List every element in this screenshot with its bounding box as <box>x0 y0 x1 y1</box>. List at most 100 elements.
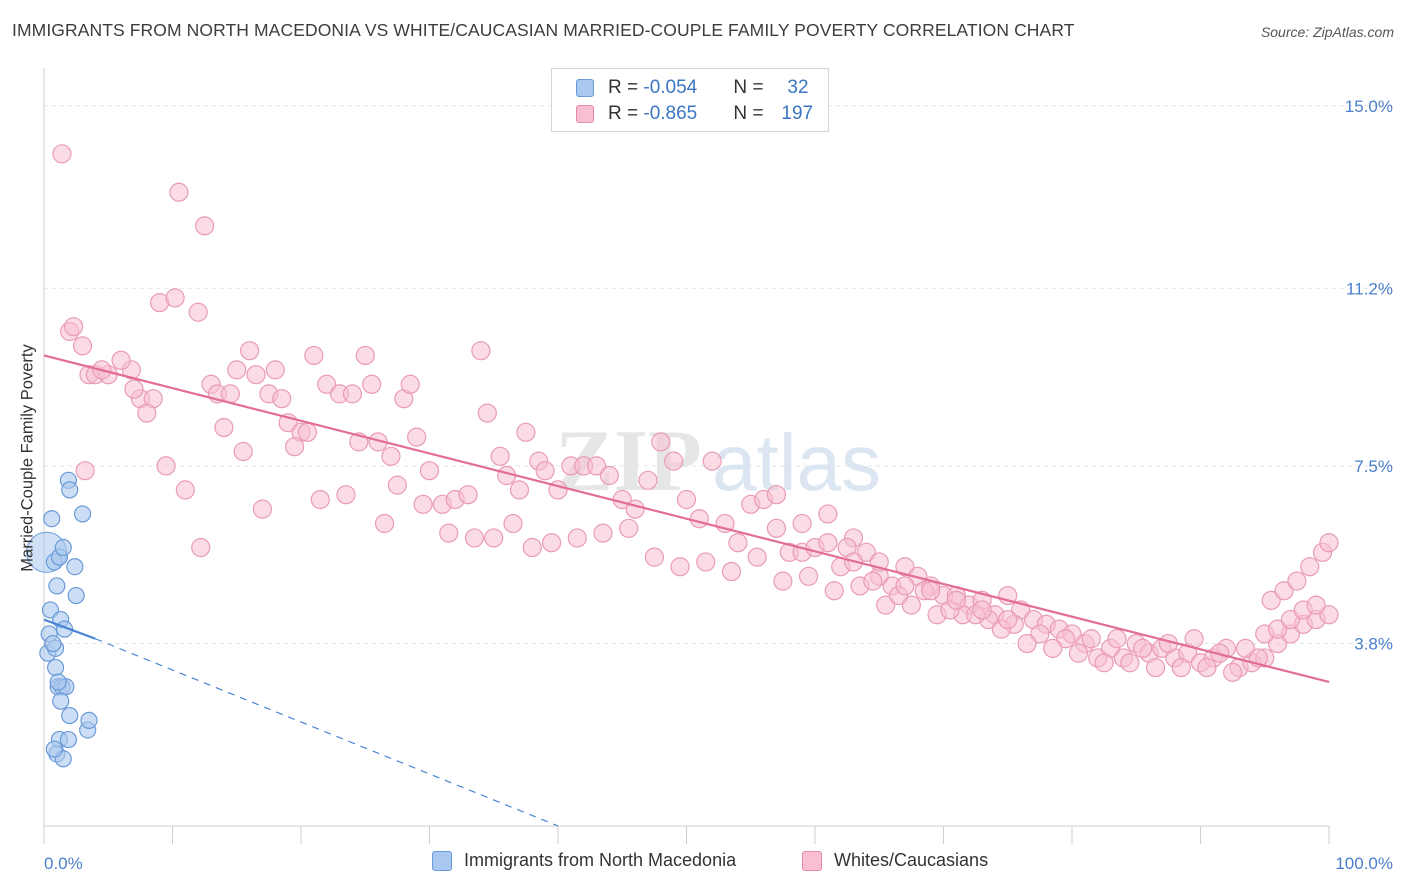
data-point-whites <box>1068 643 1089 663</box>
data-point-north-macedonia <box>61 706 79 725</box>
data-point-whites <box>689 509 709 529</box>
data-point-whites <box>165 288 185 308</box>
data-point-whites <box>464 528 485 548</box>
data-point-whites <box>1081 629 1101 649</box>
data-point-whites <box>304 345 324 366</box>
y-tick-label: 15.0% <box>1345 97 1393 116</box>
data-point-whites <box>63 317 84 337</box>
data-point-whites <box>233 441 253 462</box>
data-point-whites <box>818 504 838 524</box>
y-tick-label: 7.5% <box>1354 457 1393 476</box>
tick-labels: 3.8% 7.5% 11.2% 15.0% 0.0% 100.0% <box>44 97 1393 873</box>
data-point-whites <box>227 360 247 380</box>
data-point-whites <box>1107 629 1127 649</box>
legend-r-label: R = <box>608 77 644 98</box>
data-point-whites <box>342 384 362 404</box>
data-point-whites <box>696 552 716 572</box>
source-label: Source: ZipAtlas.com <box>1260 24 1394 40</box>
data-point-whites <box>458 485 478 505</box>
chart-title: IMMIGRANTS FROM NORTH MACEDONIA VS WHITE… <box>12 20 1075 40</box>
data-point-whites <box>670 557 690 577</box>
trendline-whites <box>43 354 1330 684</box>
data-point-whites <box>516 422 536 442</box>
data-point-whites <box>439 523 459 543</box>
data-point-whites <box>400 374 420 394</box>
bottom-legend-label: Immigrants from North Macedonia <box>464 850 737 870</box>
bottom-legend-whites: Whites/Caucasians <box>802 850 988 871</box>
legend-row-north-macedonia: R = -0.054 N = 32 <box>576 76 809 100</box>
data-point-whites <box>901 595 921 615</box>
data-point-whites <box>188 302 208 322</box>
data-point-whites <box>1171 657 1191 678</box>
data-point-whites <box>998 609 1018 630</box>
data-point-whites <box>124 379 144 399</box>
series-whites-points <box>52 144 1339 682</box>
data-point-whites <box>599 465 620 486</box>
trendline-north-macedonia-extension <box>95 638 559 827</box>
data-point-north-macedonia <box>54 538 72 557</box>
y-axis-label: Married-Couple Family Poverty <box>18 344 37 572</box>
legend-n-value: 197 <box>781 103 814 124</box>
data-point-whites <box>72 336 93 356</box>
data-point-whites <box>1120 653 1140 673</box>
y-tick-label: 11.2% <box>1346 279 1393 298</box>
data-point-whites <box>317 374 337 394</box>
data-point-whites <box>1197 657 1217 678</box>
data-point-whites <box>381 446 401 466</box>
data-point-whites <box>490 446 510 466</box>
data-point-north-macedonia <box>61 481 79 499</box>
data-point-north-macedonia <box>80 711 98 729</box>
data-point-north-macedonia <box>73 505 92 523</box>
data-point-whites <box>477 403 497 423</box>
data-point-north-macedonia <box>59 730 78 749</box>
data-point-whites <box>272 389 292 409</box>
legend-r-value: -0.865 <box>643 103 698 124</box>
data-point-whites <box>664 451 684 471</box>
data-point-whites <box>747 547 767 567</box>
data-point-whites <box>1235 638 1256 658</box>
data-point-whites <box>567 528 587 548</box>
x-tick-label: 0.0% <box>44 854 83 873</box>
data-point-whites <box>387 475 407 495</box>
legend-n-label: N = <box>733 77 769 98</box>
data-point-whites <box>1094 653 1114 673</box>
data-point-whites <box>419 461 440 481</box>
data-point-north-macedonia <box>43 510 61 528</box>
data-point-north-macedonia <box>46 658 65 677</box>
data-point-whites <box>798 566 819 586</box>
data-point-north-macedonia <box>66 558 84 576</box>
legend-r-label: R = <box>608 103 644 124</box>
data-point-whites <box>1287 571 1307 591</box>
gridlines <box>44 105 1392 645</box>
data-point-whites <box>863 571 883 591</box>
data-point-whites <box>484 528 504 548</box>
legend-n-value: 32 <box>787 77 809 98</box>
data-point-whites <box>355 345 375 366</box>
data-point-whites <box>876 595 896 615</box>
data-point-whites <box>214 417 234 438</box>
data-point-whites <box>895 576 915 596</box>
legend-n-label: N = <box>733 103 769 124</box>
data-point-north-macedonia <box>45 740 63 758</box>
data-point-whites <box>407 427 427 447</box>
data-point-whites <box>413 494 433 514</box>
data-point-whites <box>111 350 131 370</box>
data-point-whites <box>728 533 748 553</box>
data-point-whites <box>503 513 523 534</box>
data-point-whites <box>921 581 941 601</box>
legend-swatch-pink <box>576 105 594 123</box>
x-tick-label: 100.0% <box>1335 854 1393 873</box>
data-point-whites <box>1280 609 1301 630</box>
legend-swatch-blue <box>576 79 594 97</box>
data-point-whites <box>75 461 95 481</box>
data-point-whites <box>175 480 195 500</box>
data-point-whites <box>265 360 285 380</box>
trendline-north-macedonia <box>43 618 96 640</box>
data-point-whites <box>702 451 722 471</box>
data-point-whites <box>195 216 215 236</box>
data-point-whites <box>541 533 562 553</box>
data-point-whites <box>284 437 305 457</box>
data-point-whites <box>644 547 664 567</box>
data-point-whites <box>52 144 72 164</box>
